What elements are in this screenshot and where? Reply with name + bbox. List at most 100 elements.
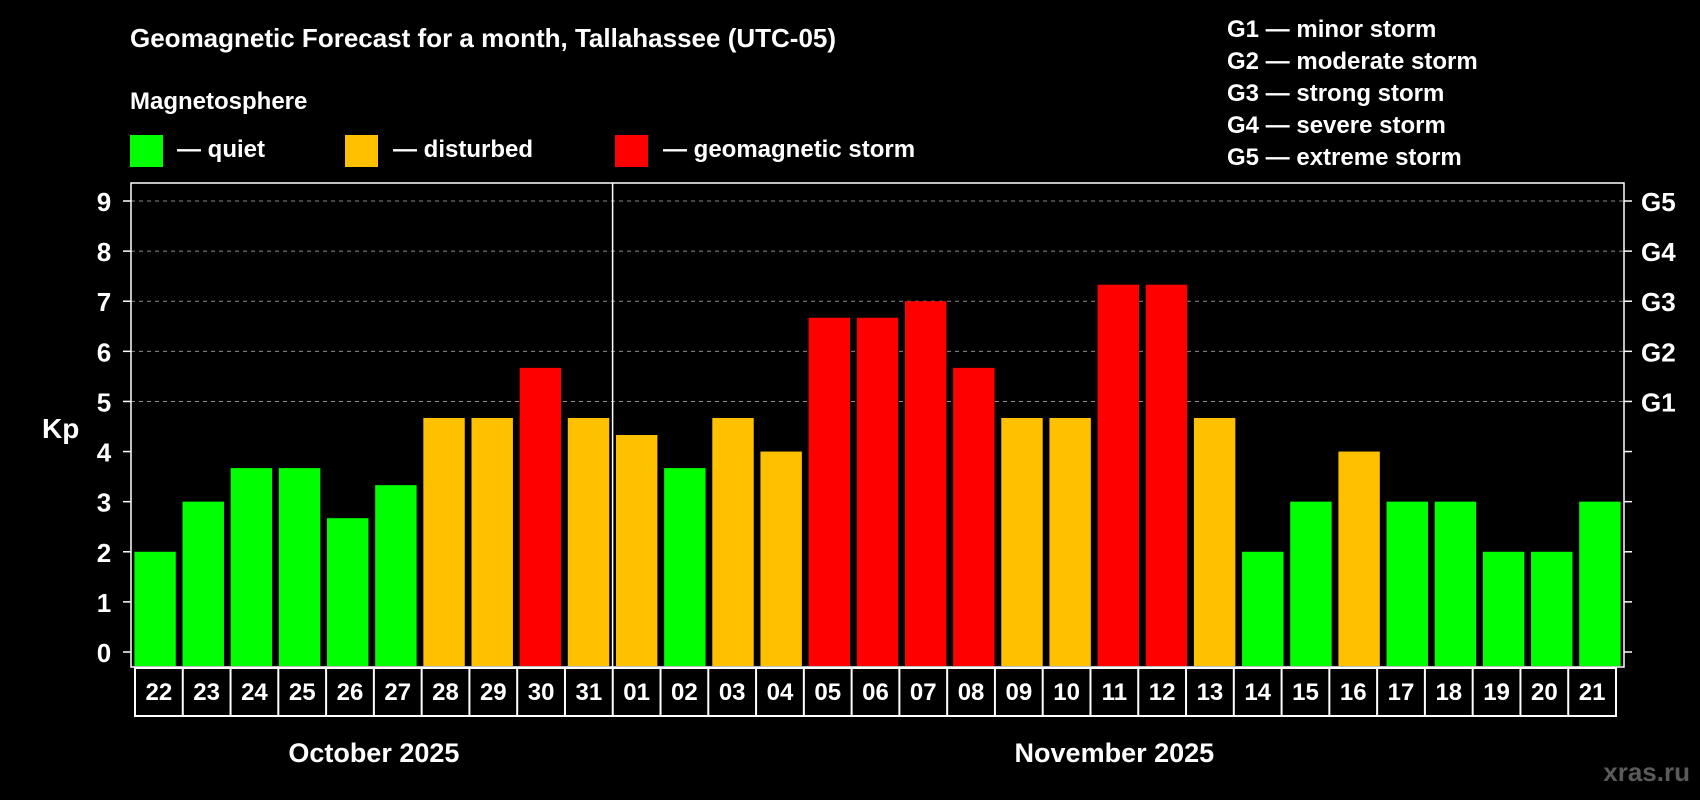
bar-day-15 — [1290, 501, 1332, 666]
bar-day-20 — [1531, 551, 1573, 666]
day-label-25: 25 — [289, 679, 316, 706]
month-label: October 2025 — [288, 738, 459, 768]
bar-day-10 — [1049, 417, 1091, 666]
bar-day-01 — [615, 435, 658, 666]
storm-scale-g5: G5 — extreme storm — [1227, 144, 1462, 171]
day-label-20: 20 — [1531, 679, 1558, 706]
y-tick-label-5: 5 — [97, 387, 111, 417]
bar-day-14 — [1242, 551, 1284, 666]
g-level-labels: G1 G2 G3 G4 G5 — [1641, 187, 1676, 417]
day-label-04: 04 — [767, 679, 794, 706]
bar-day-09 — [1001, 417, 1043, 666]
day-label-24: 24 — [241, 679, 268, 706]
day-label-18: 18 — [1435, 679, 1462, 706]
g-label-g5: G5 — [1641, 187, 1676, 217]
day-label-15: 15 — [1292, 679, 1319, 706]
storm-scale-g2: G2 — moderate storm — [1227, 48, 1478, 75]
watermark: xras.ru — [1603, 757, 1690, 787]
bar-day-23 — [182, 501, 224, 666]
y-axis-label: Kp — [42, 413, 79, 444]
y-tick-label-7: 7 — [97, 287, 111, 317]
bar-day-19 — [1482, 551, 1525, 666]
g-label-g3: G3 — [1641, 287, 1676, 317]
bar-day-07 — [904, 301, 947, 666]
bar-day-13 — [1193, 417, 1236, 666]
bar-day-03 — [712, 417, 754, 666]
g-label-g2: G2 — [1641, 337, 1676, 367]
bar-day-27 — [375, 485, 417, 666]
day-row-frame — [134, 667, 1617, 717]
legend-swatch-storm — [615, 135, 648, 167]
day-label-08: 08 — [958, 679, 985, 706]
month-label: November 2025 — [1015, 738, 1215, 768]
bar-day-31 — [567, 417, 610, 666]
day-label-27: 27 — [384, 679, 411, 706]
storm-scale-g4: G4 — severe storm — [1227, 112, 1446, 139]
day-label-02: 02 — [671, 679, 698, 706]
bar-day-04 — [760, 451, 802, 666]
legend: — quiet — disturbed — geomagnetic storm — [130, 135, 915, 167]
legend-label-quiet: — quiet — [177, 136, 265, 163]
day-label-12: 12 — [1149, 679, 1176, 706]
bar-day-21 — [1579, 501, 1621, 666]
y-tick-labels: 0 1 2 3 4 5 6 7 8 9 — [97, 187, 1632, 668]
day-label-30: 30 — [528, 679, 555, 706]
day-label-29: 29 — [480, 679, 507, 706]
day-label-06: 06 — [862, 679, 889, 706]
day-label-26: 26 — [337, 679, 364, 706]
day-label-07: 07 — [910, 679, 937, 706]
legend-label-storm: — geomagnetic storm — [663, 136, 915, 163]
g-label-g4: G4 — [1641, 237, 1676, 267]
day-label-28: 28 — [432, 679, 459, 706]
day-label-14: 14 — [1244, 679, 1271, 706]
day-label-31: 31 — [576, 679, 603, 706]
day-label-21: 21 — [1579, 679, 1606, 706]
bar-day-26 — [327, 518, 369, 666]
day-label-13: 13 — [1197, 679, 1224, 706]
bar-day-17 — [1386, 501, 1428, 666]
day-label-23: 23 — [193, 679, 220, 706]
bar-day-16 — [1338, 451, 1380, 666]
bar-day-24 — [230, 468, 273, 666]
bar-day-25 — [278, 468, 321, 666]
bar-day-29 — [471, 417, 513, 666]
bar-day-28 — [423, 417, 465, 666]
day-label-09: 09 — [1005, 679, 1032, 706]
storm-scale-g3: G3 — strong storm — [1227, 80, 1444, 107]
legend-heading: Magnetosphere — [130, 88, 307, 115]
bar-day-06 — [856, 317, 899, 666]
bar-day-22 — [134, 551, 176, 666]
bar-day-30 — [519, 367, 562, 666]
day-label-17: 17 — [1388, 679, 1415, 706]
bar-day-05 — [808, 317, 851, 666]
day-label-19: 19 — [1483, 679, 1510, 706]
bar-day-18 — [1434, 501, 1477, 666]
bars — [134, 284, 1621, 666]
bar-day-08 — [953, 367, 995, 666]
chart-title: Geomagnetic Forecast for a month, Tallah… — [130, 23, 836, 53]
y-tick-label-1: 1 — [97, 588, 111, 618]
y-tick-label-2: 2 — [97, 538, 111, 568]
y-tick-label-6: 6 — [97, 337, 111, 367]
bar-day-02 — [664, 468, 706, 666]
bar-day-11 — [1097, 284, 1140, 666]
day-label-16: 16 — [1340, 679, 1367, 706]
y-tick-label-8: 8 — [97, 237, 111, 267]
y-tick-label-9: 9 — [97, 187, 111, 217]
storm-scale-g1: G1 — minor storm — [1227, 16, 1436, 43]
day-label-03: 03 — [719, 679, 746, 706]
day-label-row: 22 23 24 25 26 27 28 29 30 31 01 02 03 04 05 06 07 08 09 10… — [134, 667, 1617, 717]
bar-day-12 — [1145, 284, 1188, 666]
y-tick-label-4: 4 — [97, 438, 112, 468]
storm-scale-legend: G1 — minor storm G2 — moderate storm G3 … — [1227, 16, 1478, 171]
month-labels: October 2025 November 2025 — [288, 738, 1214, 768]
y-tick-label-0: 0 — [97, 638, 111, 668]
y-tick-label-3: 3 — [97, 488, 111, 518]
day-label-10: 10 — [1053, 679, 1080, 706]
legend-swatch-disturbed — [345, 135, 378, 167]
legend-swatch-quiet — [130, 135, 163, 167]
day-label-11: 11 — [1102, 679, 1127, 706]
day-label-05: 05 — [814, 679, 841, 706]
legend-label-disturbed: — disturbed — [393, 136, 533, 163]
